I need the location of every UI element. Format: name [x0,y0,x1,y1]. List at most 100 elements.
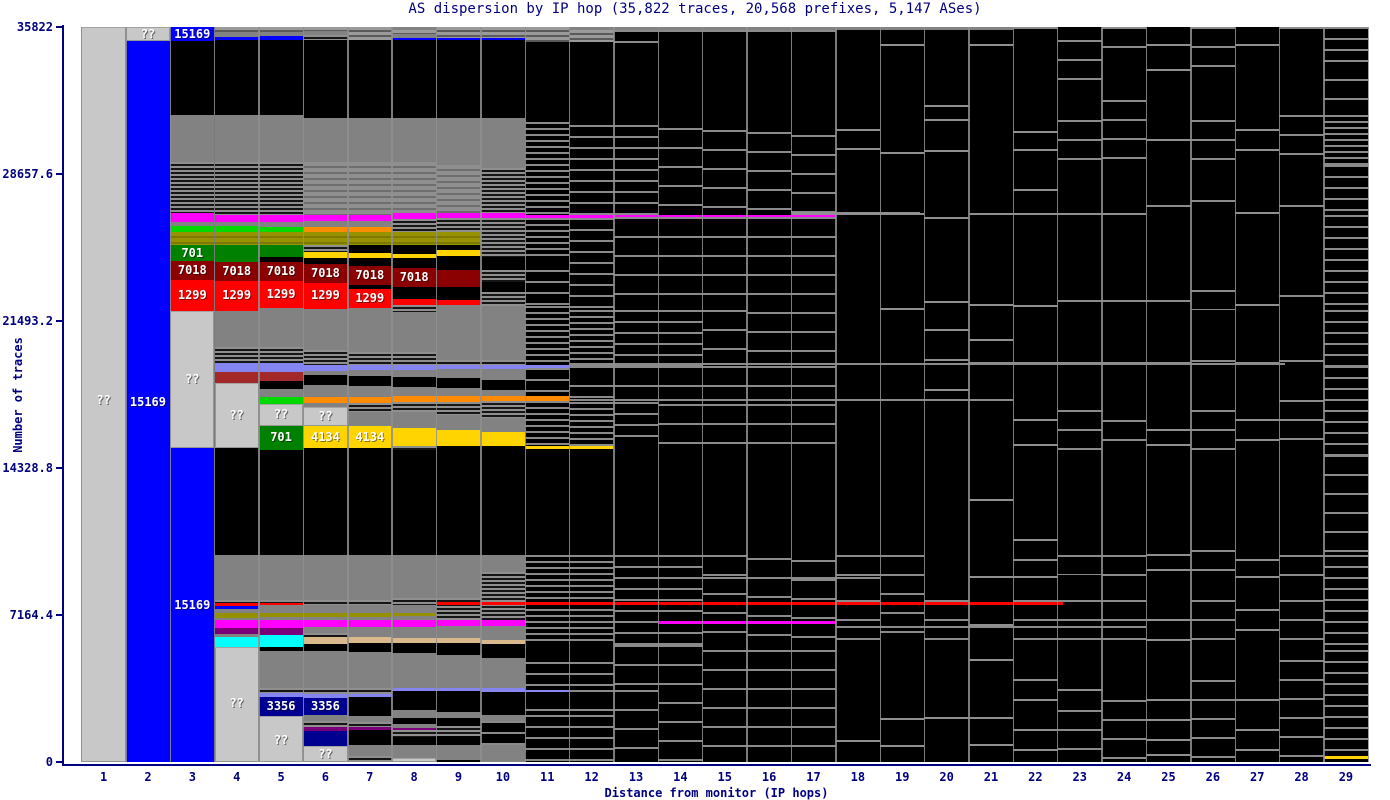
bar-segment [525,662,570,690]
bar-segment [391,598,437,605]
bar-segment [347,716,392,722]
bar-segment [303,627,348,633]
bar-segment [258,605,304,613]
bar-segment [436,165,481,213]
column-separator [568,27,571,762]
bar-segment [924,301,969,303]
x-tick-label: 1 [99,770,108,784]
bar-segment [258,647,304,651]
bar-segment [569,125,614,215]
column-separator [879,27,881,762]
bar-segment [391,620,437,627]
column-separator [1234,27,1236,762]
bar-segment [436,691,481,712]
bar-segment [1235,212,1280,214]
bar-segment [258,222,304,227]
as-label: 4134 [310,430,340,444]
x-tick-label: 22 [1028,770,1043,784]
bar-segment [436,218,481,232]
bar-segment [391,352,437,365]
bar-segment [391,365,437,370]
bar-segment [391,258,437,268]
bar-segment [658,446,703,555]
bar-segment [391,643,437,653]
bar-segment [391,312,437,352]
bar-segment [968,499,1014,501]
bar-segment [436,232,481,245]
bar-segment [480,446,526,555]
bar-segment [258,232,304,245]
bar-segment [791,650,836,762]
bar-segment [525,690,570,715]
as-label: ?? [140,27,156,41]
bar-segment [1146,27,1191,762]
column-separator [391,27,393,762]
x-tick-label: 28 [1294,770,1309,784]
bar-segment [258,617,304,620]
column-separator [790,27,793,762]
column-separator [702,27,704,762]
bar-segment [1146,554,1191,556]
as-segment-qq: ?? [258,716,304,762]
bar-segment [1057,555,1102,575]
bar-segment [303,215,348,221]
bar-segment [391,245,437,254]
bar-segment [1323,455,1369,555]
bar-segment [214,618,259,620]
bar-segment [746,30,792,42]
bar-segment [480,745,526,762]
bar-segment [170,213,215,222]
x-tick-label: 21 [983,770,999,784]
bar-segment [347,403,392,412]
bar-segment [391,254,437,258]
bar-segment [214,620,259,628]
bar-segment [170,115,215,162]
bar-segment [347,412,392,426]
as-label: ?? [318,409,333,423]
bar-segment [391,627,437,638]
bar-segment [347,221,392,227]
bar-segment [924,27,969,762]
bar-segment [1146,44,1191,46]
bar-segment [702,650,747,762]
bar-segment [1323,366,1369,455]
bar-segment [258,381,304,389]
as-segment-qq: ?? [303,746,348,762]
column-separator [613,27,615,762]
bar-segment [303,620,348,627]
bar-segment [480,282,526,292]
bar-segment [525,365,570,368]
bar-segment [791,560,836,650]
column-separator [923,27,926,762]
bar-segment [1235,749,1280,751]
bar-segment [347,727,392,730]
bar-segment [525,360,570,365]
x-tick-label: 25 [1161,770,1176,784]
bar-segment [436,655,481,688]
bar-segment [391,724,437,728]
bar-segment [658,128,703,215]
as-segment-1299: 1299 [258,281,304,308]
bar-segment [303,651,348,688]
bar-segment [436,396,481,402]
bar-segment [214,609,259,613]
bar-segment [1235,439,1280,441]
bar-segment [303,350,348,365]
bar-segment [214,372,259,383]
bar-segment [1146,639,1191,641]
bar-segment [303,309,348,350]
bar-segment [170,226,215,232]
bar-segment [1323,115,1369,165]
bar-segment [347,613,392,617]
bar-segment [347,376,392,386]
bar-segment [303,644,348,651]
y-tick-mark [56,173,63,175]
bar-segment [880,745,925,747]
bar-segment [303,371,348,375]
bar-segment [436,718,481,726]
h-line [570,363,1285,365]
bar-segment [968,27,1014,30]
bar-segment [480,360,526,365]
bar-segment [480,27,526,38]
